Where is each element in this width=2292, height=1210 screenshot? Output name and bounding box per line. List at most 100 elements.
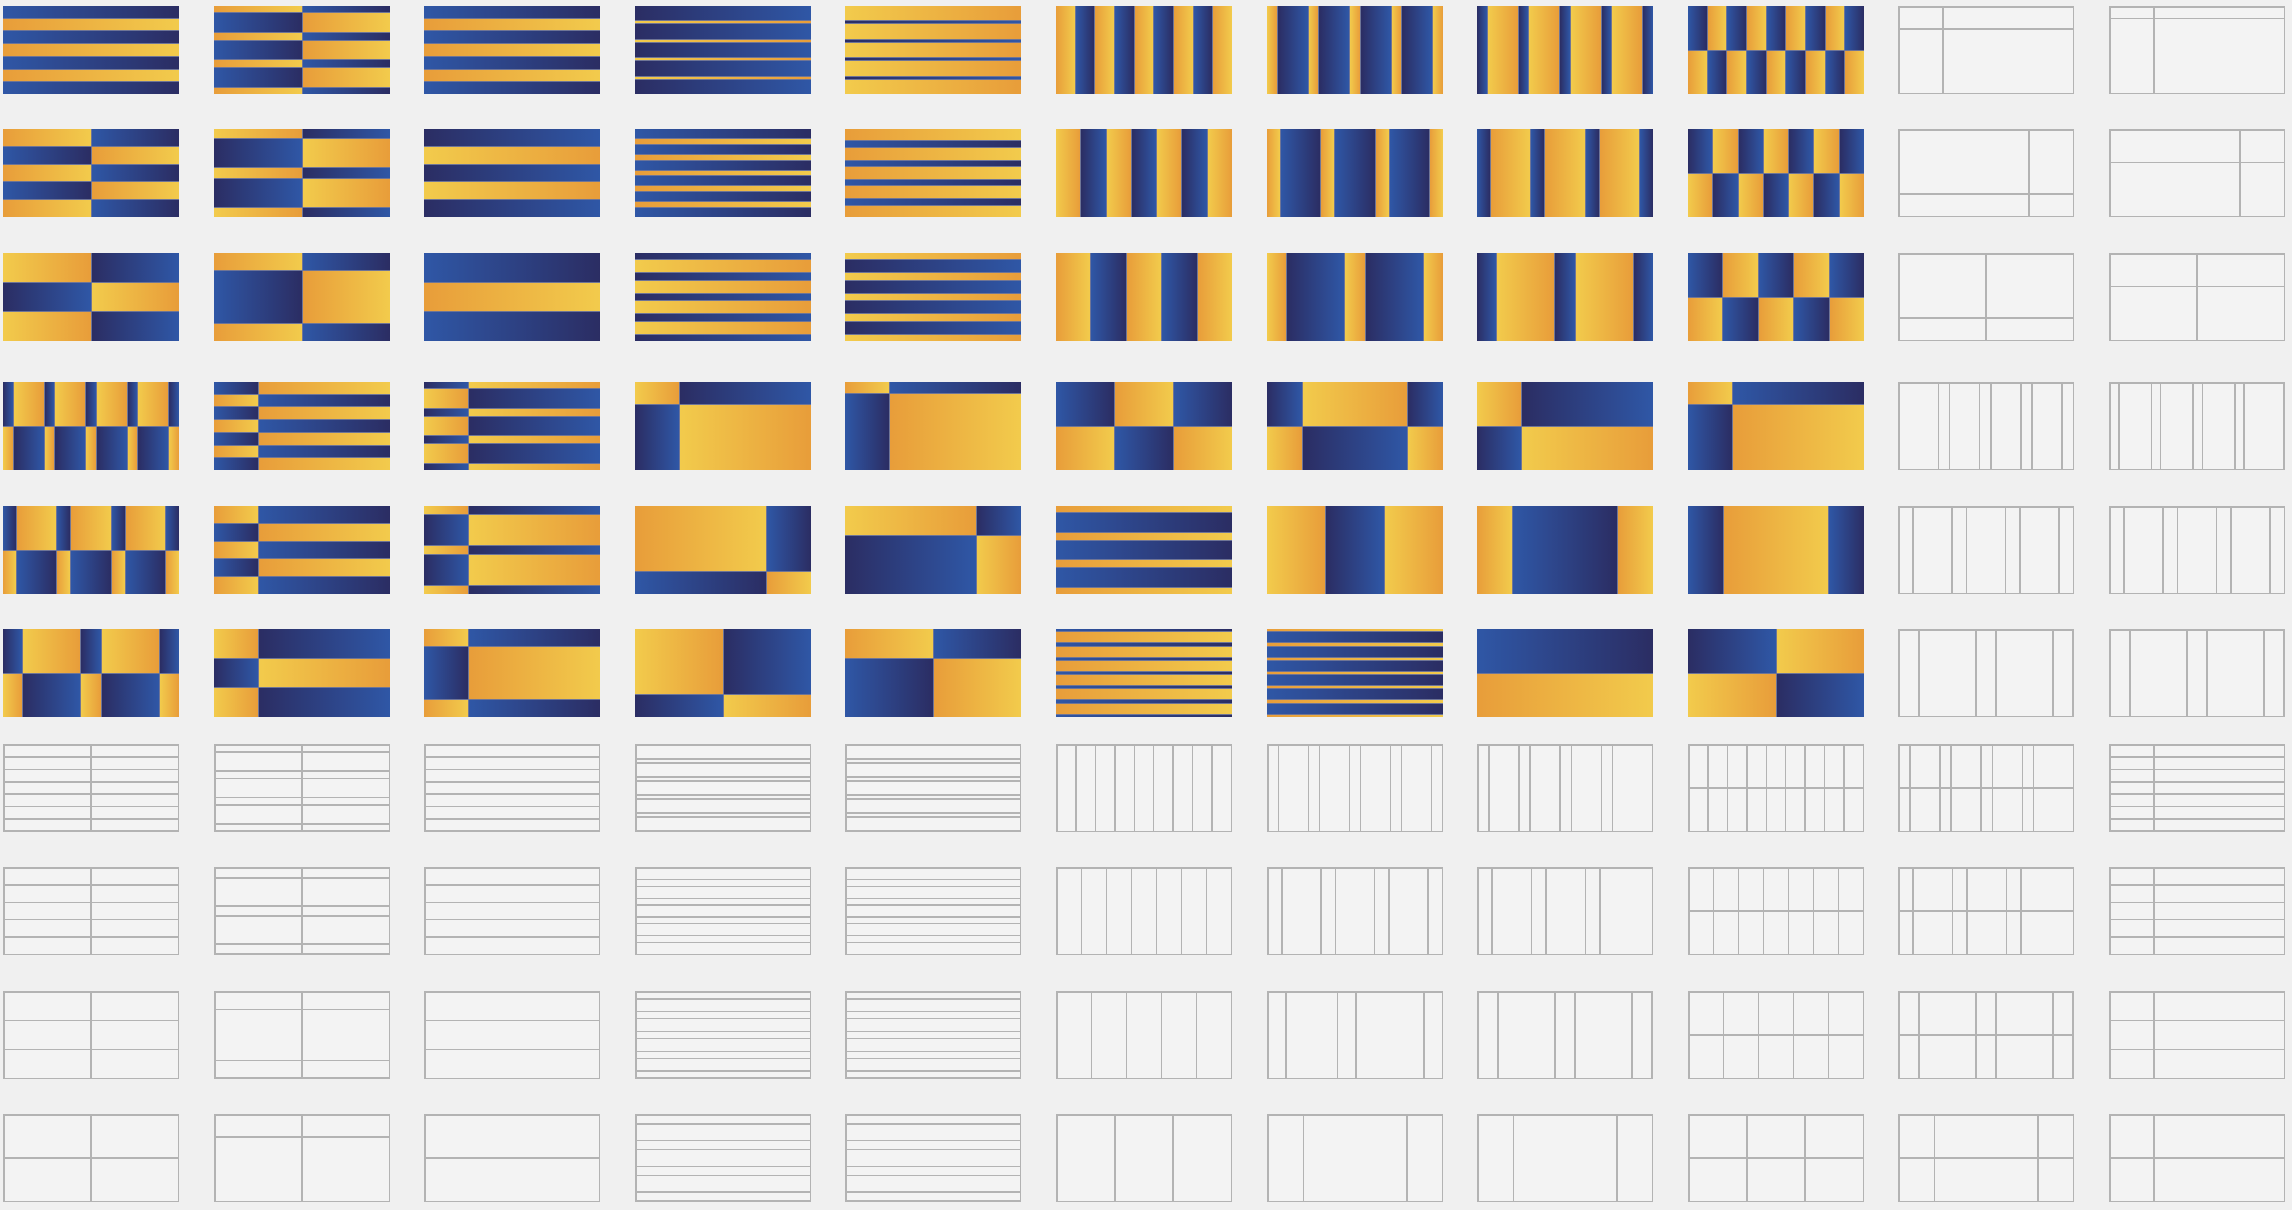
layout-thumbnail[interactable] xyxy=(2109,6,2285,94)
pattern-thumbnail[interactable] xyxy=(635,506,811,594)
layout-thumbnail[interactable] xyxy=(214,1114,390,1202)
layout-thumbnail[interactable] xyxy=(1898,129,2074,217)
pattern-thumbnail[interactable] xyxy=(635,382,811,470)
layout-thumbnail[interactable] xyxy=(2109,629,2285,717)
pattern-thumbnail[interactable] xyxy=(1267,382,1443,470)
layout-thumbnail[interactable] xyxy=(2109,382,2285,470)
layout-thumbnail[interactable] xyxy=(2109,1114,2285,1202)
layout-thumbnail[interactable] xyxy=(2109,991,2285,1079)
layout-thumbnail[interactable] xyxy=(845,744,1021,832)
pattern-thumbnail[interactable] xyxy=(845,506,1021,594)
layout-thumbnail[interactable] xyxy=(424,991,600,1079)
layout-thumbnail[interactable] xyxy=(1898,253,2074,341)
pattern-thumbnail[interactable] xyxy=(424,506,600,594)
pattern-thumbnail[interactable] xyxy=(1477,253,1653,341)
layout-thumbnail[interactable] xyxy=(635,1114,811,1202)
pattern-thumbnail[interactable] xyxy=(1056,506,1232,594)
layout-thumbnail[interactable] xyxy=(845,991,1021,1079)
pattern-thumbnail[interactable] xyxy=(845,129,1021,217)
pattern-thumbnail[interactable] xyxy=(1477,629,1653,717)
pattern-thumbnail[interactable] xyxy=(1688,629,1864,717)
pattern-thumbnail[interactable] xyxy=(1688,506,1864,594)
pattern-thumbnail[interactable] xyxy=(424,629,600,717)
pattern-thumbnail[interactable] xyxy=(3,253,179,341)
layout-thumbnail[interactable] xyxy=(1898,867,2074,955)
layout-thumbnail[interactable] xyxy=(1898,991,2074,1079)
pattern-thumbnail[interactable] xyxy=(424,382,600,470)
layout-thumbnail[interactable] xyxy=(214,744,390,832)
layout-thumbnail[interactable] xyxy=(214,991,390,1079)
layout-thumbnail[interactable] xyxy=(2109,506,2285,594)
pattern-thumbnail[interactable] xyxy=(1056,253,1232,341)
layout-thumbnail[interactable] xyxy=(2109,744,2285,832)
layout-thumbnail[interactable] xyxy=(1267,1114,1443,1202)
pattern-thumbnail[interactable] xyxy=(1056,382,1232,470)
pattern-thumbnail[interactable] xyxy=(1267,506,1443,594)
layout-thumbnail[interactable] xyxy=(1267,744,1443,832)
pattern-thumbnail[interactable] xyxy=(3,629,179,717)
layout-thumbnail[interactable] xyxy=(3,744,179,832)
layout-thumbnail[interactable] xyxy=(1898,382,2074,470)
pattern-thumbnail[interactable] xyxy=(1267,629,1443,717)
pattern-thumbnail[interactable] xyxy=(3,382,179,470)
layout-thumbnail[interactable] xyxy=(1477,744,1653,832)
layout-thumbnail[interactable] xyxy=(2109,867,2285,955)
pattern-thumbnail[interactable] xyxy=(3,6,179,94)
pattern-thumbnail[interactable] xyxy=(214,6,390,94)
layout-thumbnail[interactable] xyxy=(1056,744,1232,832)
layout-thumbnail[interactable] xyxy=(845,1114,1021,1202)
layout-thumbnail[interactable] xyxy=(1477,1114,1653,1202)
pattern-thumbnail[interactable] xyxy=(845,629,1021,717)
layout-thumbnail[interactable] xyxy=(1688,744,1864,832)
layout-thumbnail[interactable] xyxy=(1056,1114,1232,1202)
pattern-thumbnail[interactable] xyxy=(1056,6,1232,94)
layout-thumbnail[interactable] xyxy=(3,991,179,1079)
layout-thumbnail[interactable] xyxy=(1688,867,1864,955)
pattern-thumbnail[interactable] xyxy=(214,253,390,341)
layout-thumbnail[interactable] xyxy=(635,867,811,955)
layout-thumbnail[interactable] xyxy=(1898,629,2074,717)
pattern-thumbnail[interactable] xyxy=(635,6,811,94)
pattern-thumbnail[interactable] xyxy=(845,382,1021,470)
pattern-thumbnail[interactable] xyxy=(845,253,1021,341)
pattern-thumbnail[interactable] xyxy=(1477,129,1653,217)
pattern-thumbnail[interactable] xyxy=(1688,253,1864,341)
pattern-thumbnail[interactable] xyxy=(1267,253,1443,341)
layout-thumbnail[interactable] xyxy=(1898,6,2074,94)
layout-thumbnail[interactable] xyxy=(1477,867,1653,955)
layout-thumbnail[interactable] xyxy=(1688,991,1864,1079)
pattern-thumbnail[interactable] xyxy=(214,129,390,217)
pattern-thumbnail[interactable] xyxy=(1477,6,1653,94)
layout-thumbnail[interactable] xyxy=(3,867,179,955)
layout-thumbnail[interactable] xyxy=(1898,1114,2074,1202)
layout-thumbnail[interactable] xyxy=(845,867,1021,955)
pattern-thumbnail[interactable] xyxy=(635,129,811,217)
pattern-thumbnail[interactable] xyxy=(1267,6,1443,94)
pattern-thumbnail[interactable] xyxy=(214,382,390,470)
pattern-thumbnail[interactable] xyxy=(214,506,390,594)
layout-thumbnail[interactable] xyxy=(635,744,811,832)
layout-thumbnail[interactable] xyxy=(1267,991,1443,1079)
pattern-thumbnail[interactable] xyxy=(1477,506,1653,594)
pattern-thumbnail[interactable] xyxy=(1477,382,1653,470)
pattern-thumbnail[interactable] xyxy=(424,129,600,217)
pattern-thumbnail[interactable] xyxy=(214,629,390,717)
layout-thumbnail[interactable] xyxy=(1898,506,2074,594)
pattern-thumbnail[interactable] xyxy=(424,253,600,341)
layout-thumbnail[interactable] xyxy=(1056,991,1232,1079)
layout-thumbnail[interactable] xyxy=(1267,867,1443,955)
pattern-thumbnail[interactable] xyxy=(1056,129,1232,217)
layout-thumbnail[interactable] xyxy=(2109,253,2285,341)
layout-thumbnail[interactable] xyxy=(1688,1114,1864,1202)
pattern-thumbnail[interactable] xyxy=(845,6,1021,94)
pattern-thumbnail[interactable] xyxy=(1267,129,1443,217)
pattern-thumbnail[interactable] xyxy=(3,129,179,217)
pattern-thumbnail[interactable] xyxy=(1688,129,1864,217)
pattern-thumbnail[interactable] xyxy=(424,6,600,94)
layout-thumbnail[interactable] xyxy=(1898,744,2074,832)
layout-thumbnail[interactable] xyxy=(1056,867,1232,955)
pattern-thumbnail[interactable] xyxy=(3,506,179,594)
layout-thumbnail[interactable] xyxy=(424,744,600,832)
pattern-thumbnail[interactable] xyxy=(1056,629,1232,717)
pattern-thumbnail[interactable] xyxy=(1688,6,1864,94)
